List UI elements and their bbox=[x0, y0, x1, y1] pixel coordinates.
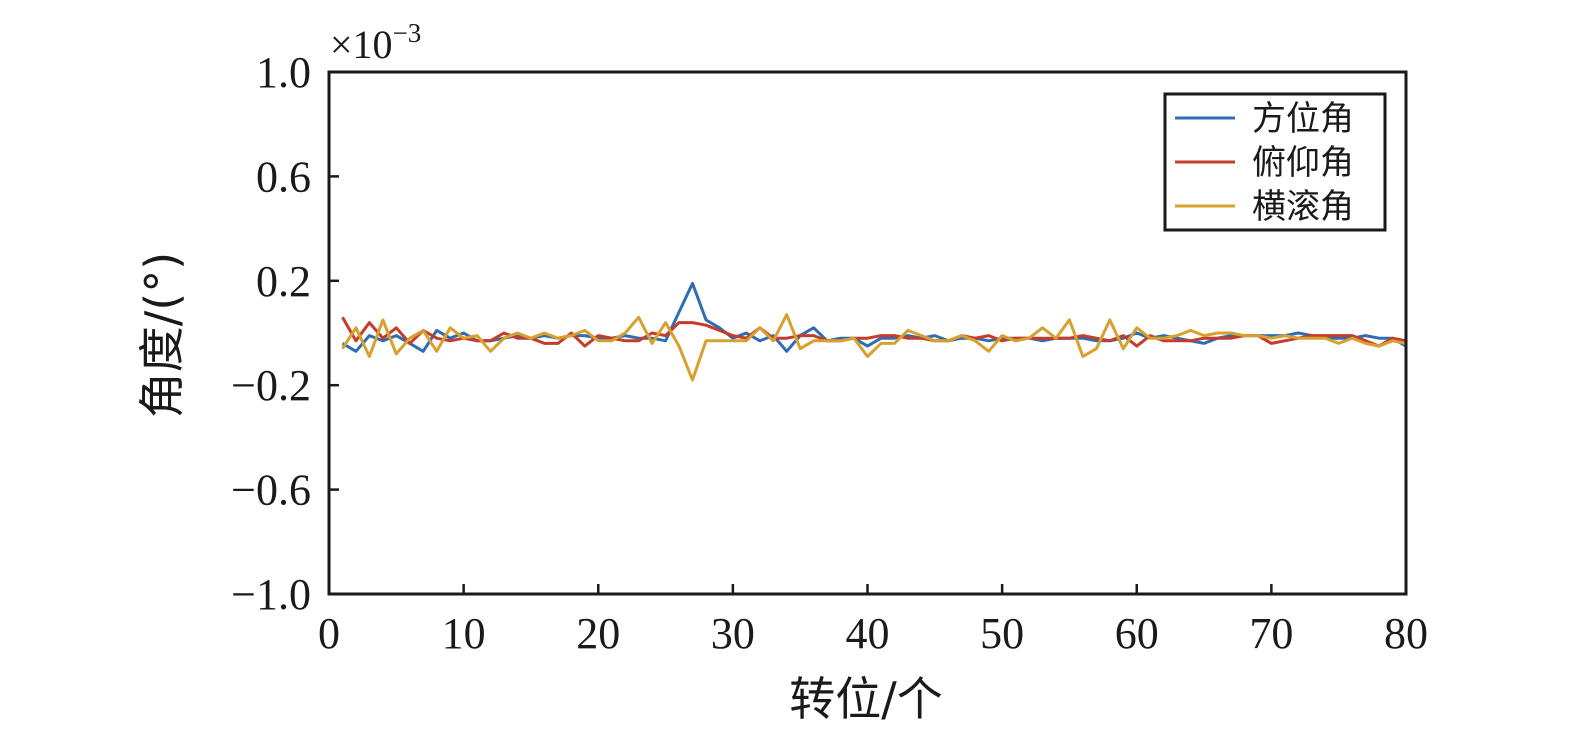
x-tick-label: 10 bbox=[442, 609, 486, 658]
axis-ticks bbox=[327, 70, 1408, 596]
y-tick-label: 0.2 bbox=[256, 257, 311, 306]
series-line-3 bbox=[341, 313, 1407, 382]
x-tick-label: 30 bbox=[711, 609, 755, 658]
y-axis-title: 角度/(°) bbox=[135, 252, 189, 418]
axis-tick-labels: 0 10 20 30 40 50 60 70 80 1.0 0.6 0.2 −0.2 −0.6 −1.0 bbox=[231, 48, 1428, 658]
axis-multiplier-base: ×10 bbox=[330, 22, 393, 67]
x-tick-label: 80 bbox=[1384, 609, 1428, 658]
y-tick-label: 0.6 bbox=[256, 152, 311, 201]
y-tick-label: −0.6 bbox=[231, 466, 311, 515]
x-tick-label: 50 bbox=[980, 609, 1024, 658]
legend-label-3: 横滚角 bbox=[1252, 187, 1354, 227]
axis-multiplier: ×10−3 bbox=[330, 18, 421, 67]
y-tick-label: 1.0 bbox=[256, 48, 311, 97]
x-tick-label: 60 bbox=[1115, 609, 1159, 658]
legend-label-1: 方位角 bbox=[1252, 99, 1354, 139]
y-tick-label: −0.2 bbox=[231, 361, 311, 410]
x-tick-label: 70 bbox=[1249, 609, 1293, 658]
plot-lines bbox=[341, 281, 1407, 382]
legend-label-2: 俯仰角 bbox=[1252, 143, 1354, 183]
x-tick-label: 0 bbox=[318, 609, 340, 658]
series-line-1 bbox=[341, 281, 1407, 353]
y-tick-label: −1.0 bbox=[231, 570, 311, 619]
x-tick-label: 20 bbox=[576, 609, 620, 658]
x-axis-title: 转位/个 bbox=[789, 672, 943, 726]
axis-multiplier-exponent: −3 bbox=[393, 18, 422, 48]
series-line-2 bbox=[341, 316, 1407, 348]
x-tick-label: 40 bbox=[846, 609, 890, 658]
